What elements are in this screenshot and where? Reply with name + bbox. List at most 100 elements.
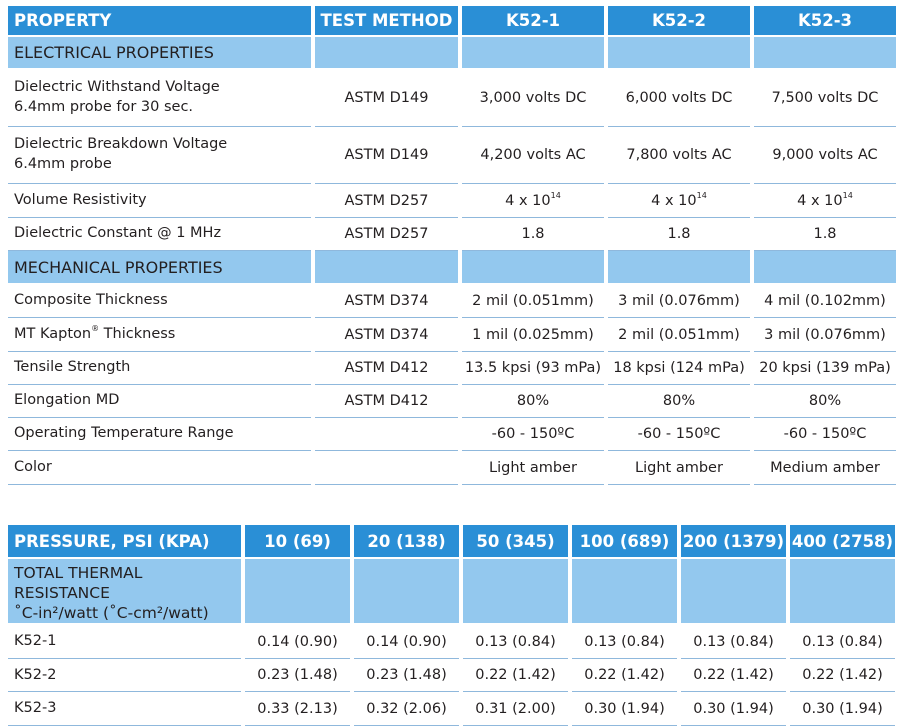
section-cell — [245, 559, 350, 626]
property-name: Tensile Strength — [8, 352, 311, 385]
header-pressure-50: 50 (345) — [463, 525, 568, 559]
value-k52-1: 2 mil (0.051mm) — [462, 285, 604, 318]
section-cell — [790, 559, 895, 626]
value-k52-2: 3 mil (0.076mm) — [608, 285, 750, 318]
test-method: ASTM D412 — [315, 385, 458, 418]
value-k52-3: Medium amber — [754, 451, 896, 485]
product-name: K52-2 — [8, 659, 241, 693]
test-method: ASTM D412 — [315, 352, 458, 385]
section-cell — [315, 37, 458, 70]
resistance-value: 0.14 (0.90) — [245, 625, 350, 660]
table-row: Composite Thickness ASTM D374 2 mil (0.0… — [8, 285, 896, 318]
resistance-value: 0.23 (1.48) — [354, 659, 459, 693]
table-row: Tensile Strength ASTM D412 13.5 kpsi (93… — [8, 352, 896, 385]
header-test-method: TEST METHOD — [315, 6, 458, 37]
value-k52-1: 4,200 volts AC — [462, 127, 604, 184]
resistance-value: 0.22 (1.42) — [790, 659, 895, 693]
value-k52-3: 9,000 volts AC — [754, 127, 896, 184]
value-k52-2: 4 x 1014 — [608, 184, 750, 218]
property-name: Dielectric Constant @ 1 MHz — [8, 218, 311, 251]
section-cell — [572, 559, 677, 626]
mechanical-section-row: MECHANICAL PROPERTIES — [8, 251, 896, 285]
header-pressure-20: 20 (138) — [354, 525, 459, 559]
thermal-header-row: PRESSURE, PSI (KPA) 10 (69) 20 (138) 50 … — [8, 525, 895, 559]
value-k52-3: 80% — [754, 385, 896, 418]
table-row: K52-3 0.33 (2.13) 0.32 (2.06) 0.31 (2.00… — [8, 692, 895, 726]
test-method: ASTM D149 — [315, 127, 458, 184]
value-k52-2: 7,800 volts AC — [608, 127, 750, 184]
resistance-value: 0.13 (0.84) — [572, 625, 677, 660]
value-k52-3: 1.8 — [754, 218, 896, 251]
property-name: Elongation MD — [8, 385, 311, 418]
property-name: Color — [8, 451, 311, 485]
table-row: K52-1 0.14 (0.90) 0.14 (0.90) 0.13 (0.84… — [8, 625, 895, 660]
header-pressure-200: 200 (1379) — [681, 525, 786, 559]
section-cell — [608, 37, 750, 70]
section-cell — [681, 559, 786, 626]
section-cell — [754, 37, 896, 70]
resistance-value: 0.23 (1.48) — [245, 659, 350, 693]
electrical-section-title: ELECTRICAL PROPERTIES — [8, 37, 311, 70]
section-cell — [354, 559, 459, 626]
value-k52-1: Light amber — [462, 451, 604, 485]
value-k52-2: 80% — [608, 385, 750, 418]
header-property: PROPERTY — [8, 6, 311, 37]
resistance-value: 0.13 (0.84) — [463, 625, 568, 660]
mechanical-section-title: MECHANICAL PROPERTIES — [8, 251, 311, 285]
value-k52-2: -60 - 150ºC — [608, 418, 750, 451]
value-k52-3: 4 x 1014 — [754, 184, 896, 218]
section-cell — [315, 251, 458, 285]
thermal-section-row: TOTAL THERMAL RESISTANCE ˚C-in²/watt (˚C-… — [8, 559, 895, 626]
header-k52-2: K52-2 — [608, 6, 750, 37]
property-name: Operating Temperature Range — [8, 418, 311, 451]
property-name: Dielectric Withstand Voltage 6.4mm probe … — [8, 70, 311, 127]
table-row: K52-2 0.23 (1.48) 0.23 (1.48) 0.22 (1.42… — [8, 659, 895, 693]
test-method — [315, 451, 458, 485]
value-k52-2: 2 mil (0.051mm) — [608, 318, 750, 352]
resistance-value: 0.13 (0.84) — [790, 625, 895, 660]
table-row: Dielectric Constant @ 1 MHz ASTM D257 1.… — [8, 218, 896, 251]
value-k52-1: 1 mil (0.025mm) — [462, 318, 604, 352]
value-k52-1: 4 x 1014 — [462, 184, 604, 218]
value-k52-1: 13.5 kpsi (93 mPa) — [462, 352, 604, 385]
test-method — [315, 418, 458, 451]
value-k52-1: 3,000 volts DC — [462, 70, 604, 127]
table-row: Color Light amber Light amber Medium amb… — [8, 451, 896, 485]
product-name: K52-1 — [8, 625, 241, 660]
resistance-value: 0.14 (0.90) — [354, 625, 459, 660]
header-pressure-10: 10 (69) — [245, 525, 350, 559]
section-cell — [462, 37, 604, 70]
property-name: Volume Resistivity — [8, 184, 311, 218]
resistance-value: 0.22 (1.42) — [572, 659, 677, 693]
value-k52-3: 20 kpsi (139 mPa) — [754, 352, 896, 385]
value-k52-3: 7,500 volts DC — [754, 70, 896, 127]
test-method: ASTM D149 — [315, 70, 458, 127]
table-row: Volume Resistivity ASTM D257 4 x 1014 4 … — [8, 184, 896, 218]
table-row: Dielectric Breakdown Voltage 6.4mm probe … — [8, 127, 896, 184]
section-cell — [462, 251, 604, 285]
thermal-section-title: TOTAL THERMAL RESISTANCE ˚C-in²/watt (˚C-… — [8, 559, 241, 626]
test-method: ASTM D257 — [315, 184, 458, 218]
value-k52-2: 1.8 — [608, 218, 750, 251]
value-k52-1: 80% — [462, 385, 604, 418]
property-name: Dielectric Breakdown Voltage 6.4mm probe — [8, 127, 311, 184]
test-method: ASTM D374 — [315, 318, 458, 352]
header-k52-3: K52-3 — [754, 6, 896, 37]
properties-table: PROPERTY TEST METHOD K52-1 K52-2 K52-3 E… — [4, 6, 900, 485]
header-k52-1: K52-1 — [462, 6, 604, 37]
table-row: Operating Temperature Range -60 - 150ºC … — [8, 418, 896, 451]
electrical-section-row: ELECTRICAL PROPERTIES — [8, 37, 896, 70]
value-k52-1: 1.8 — [462, 218, 604, 251]
section-cell — [463, 559, 568, 626]
value-k52-1: -60 - 150ºC — [462, 418, 604, 451]
header-pressure-100: 100 (689) — [572, 525, 677, 559]
property-name: Composite Thickness — [8, 285, 311, 318]
value-k52-2: 18 kpsi (124 mPa) — [608, 352, 750, 385]
table-row: Elongation MD ASTM D412 80% 80% 80% — [8, 385, 896, 418]
resistance-value: 0.13 (0.84) — [681, 625, 786, 660]
resistance-value: 0.22 (1.42) — [681, 659, 786, 693]
header-pressure: PRESSURE, PSI (KPA) — [8, 525, 241, 559]
value-k52-3: 3 mil (0.076mm) — [754, 318, 896, 352]
value-k52-2: Light amber — [608, 451, 750, 485]
property-name: MT Kapton® Thickness — [8, 318, 311, 352]
